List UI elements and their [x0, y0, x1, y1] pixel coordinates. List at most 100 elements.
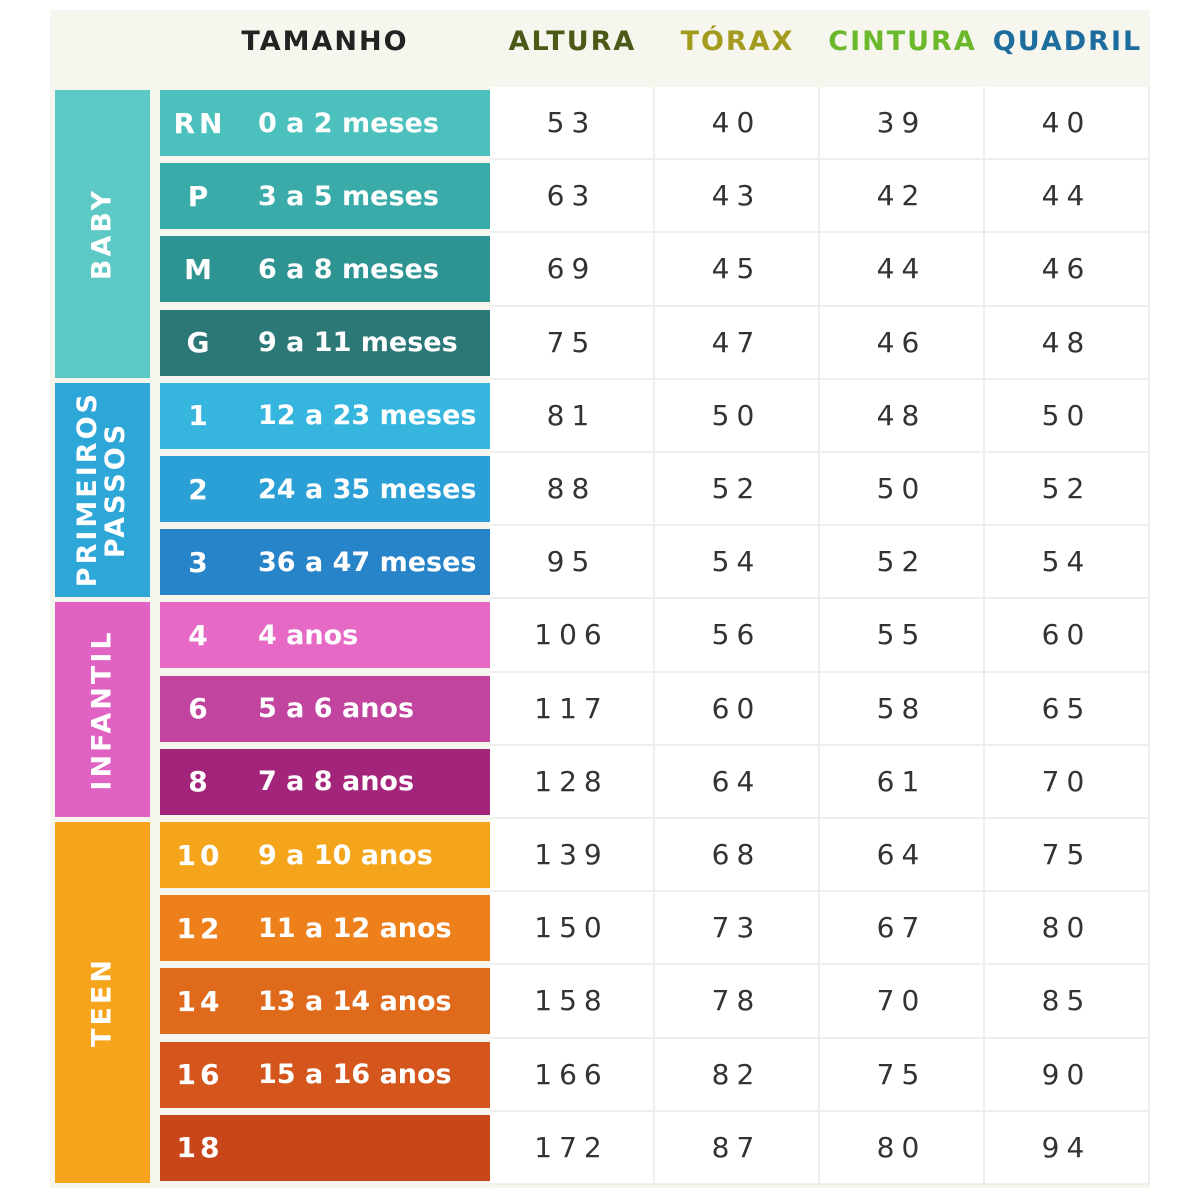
measure-cell: 50: [820, 453, 985, 527]
age-range: 6 a 8 meses: [258, 253, 439, 285]
measure-cell: 48: [985, 306, 1150, 380]
size-code: 14: [176, 984, 224, 1018]
measure-cell: 46: [985, 233, 1150, 307]
size-row: 8 7 a 8 anos: [160, 748, 490, 815]
size-row: G 9 a 11 meses: [160, 309, 490, 376]
measure-cell: 67: [820, 892, 985, 966]
measure-cell: 60: [655, 672, 820, 746]
measure-cell: 54: [985, 526, 1150, 600]
measure-cell: 158: [490, 965, 655, 1039]
measure-cell: 70: [820, 965, 985, 1039]
measure-cell: 75: [985, 819, 1150, 893]
measure-cell: 64: [820, 819, 985, 893]
measure-cell: 40: [655, 87, 820, 161]
measure-cell: 54: [655, 526, 820, 600]
size-row: M 6 a 8 meses: [160, 236, 490, 303]
measure-cell: 95: [490, 526, 655, 600]
measure-cell: 90: [985, 1038, 1150, 1112]
size-code: 12: [176, 911, 224, 945]
size-code: 10: [176, 838, 224, 872]
group-label: BABY: [55, 90, 150, 378]
measure-cell: 80: [985, 892, 1150, 966]
age-range: 13 a 14 anos: [258, 985, 452, 1017]
size-row: 10 9 a 10 anos: [160, 822, 490, 888]
measure-cell: 64: [655, 745, 820, 819]
measure-cell: 44: [820, 233, 985, 307]
size-row: 4 4 anos: [160, 602, 490, 669]
group-text: TEEN: [86, 957, 118, 1048]
size-row: 16 15 a 16 anos: [160, 1041, 490, 1108]
measure-cell: 48: [820, 379, 985, 453]
measure-cell: 50: [655, 379, 820, 453]
measure-cell: 166: [490, 1038, 655, 1112]
age-range: 36 a 47 meses: [258, 546, 477, 578]
measure-cell: 82: [655, 1038, 820, 1112]
size-code: 18: [176, 1131, 224, 1165]
measure-cell: 60: [985, 599, 1150, 673]
measure-cell: 78: [655, 965, 820, 1039]
measure-cell: 42: [820, 160, 985, 234]
column-header: QUADRIL: [992, 26, 1143, 57]
measure-cell: 47: [655, 306, 820, 380]
measure-cell: 81: [490, 379, 655, 453]
measure-cell: 139: [490, 819, 655, 893]
group-text: INFANTIL: [86, 629, 118, 791]
size-row: 18: [160, 1114, 490, 1181]
measure-cell: 39: [820, 87, 985, 161]
size-row: RN 0 a 2 meses: [160, 90, 490, 156]
measure-cell: 52: [985, 453, 1150, 527]
measure-cell: 45: [655, 233, 820, 307]
size-row: 3 36 a 47 meses: [160, 529, 490, 596]
measure-cell: 106: [490, 599, 655, 673]
size-code: 4: [188, 618, 212, 652]
age-range: 15 a 16 anos: [258, 1059, 452, 1091]
age-range: 9 a 10 anos: [258, 839, 433, 871]
group-label: TEEN: [55, 822, 150, 1183]
measure-cell: 44: [985, 160, 1150, 234]
measure-cell: 52: [655, 453, 820, 527]
group-label: INFANTIL: [55, 602, 150, 817]
size-code: 2: [188, 472, 212, 506]
group-text: PRIMEIROS PASSOS: [72, 391, 132, 588]
measure-cell: 52: [820, 526, 985, 600]
measure-cell: 150: [490, 892, 655, 966]
measure-cell: 128: [490, 745, 655, 819]
measure-cell: 80: [820, 1111, 985, 1185]
size-code: RN: [173, 106, 227, 140]
measure-cell: 63: [490, 160, 655, 234]
size-row: 6 5 a 6 anos: [160, 675, 490, 742]
measure-cell: 75: [820, 1038, 985, 1112]
size-header: TAMANHO: [241, 26, 409, 57]
measure-cell: 88: [490, 453, 655, 527]
measure-cell: 87: [655, 1111, 820, 1185]
measure-cell: 61: [820, 745, 985, 819]
column-header: CINTURA: [828, 26, 977, 57]
measure-cell: 68: [655, 819, 820, 893]
age-range: 11 a 12 anos: [258, 912, 452, 944]
size-row: 12 11 a 12 anos: [160, 895, 490, 962]
size-code: M: [184, 252, 216, 286]
measure-cell: 56: [655, 599, 820, 673]
measure-cell: 40: [985, 87, 1150, 161]
age-range: 12 a 23 meses: [258, 400, 477, 432]
measure-cell: 65: [985, 672, 1150, 746]
size-code: 1: [188, 399, 212, 433]
group-text: BABY: [86, 187, 118, 280]
measure-cell: 94: [985, 1111, 1150, 1185]
size-code: P: [187, 179, 213, 213]
age-range: 9 a 11 meses: [258, 327, 458, 359]
measure-cell: 55: [820, 599, 985, 673]
measure-cell: 69: [490, 233, 655, 307]
age-range: 3 a 5 meses: [258, 180, 439, 212]
age-range: 24 a 35 meses: [258, 473, 477, 505]
measure-cell: 73: [655, 892, 820, 966]
measure-cell: 172: [490, 1111, 655, 1185]
measure-cell: 70: [985, 745, 1150, 819]
column-header: ALTURA: [508, 26, 637, 57]
size-row: 2 24 a 35 meses: [160, 456, 490, 522]
measure-cell: 117: [490, 672, 655, 746]
size-row: P 3 a 5 meses: [160, 163, 490, 230]
size-row: 14 13 a 14 anos: [160, 968, 490, 1035]
size-code: 6: [188, 692, 212, 726]
